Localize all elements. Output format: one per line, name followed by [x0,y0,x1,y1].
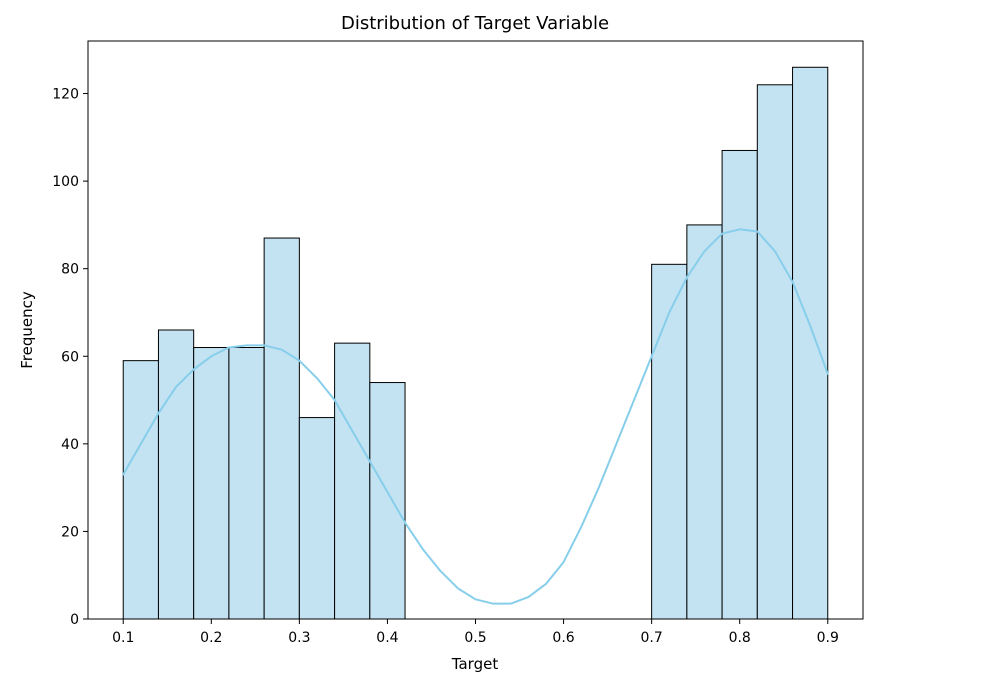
x-tick-label: 0.1 [112,630,134,646]
y-tick-label: 80 [61,262,79,278]
histogram-bar [157,329,195,620]
kde-curve-group [122,228,829,605]
y-tick-label: 60 [61,349,79,365]
histogram-bar [369,382,406,620]
y-axis: 0 20 40 60 80 100 120 [52,87,88,628]
y-tick-label: 40 [61,437,79,453]
x-tick-label: 0.7 [641,630,663,646]
histogram-bar [228,347,265,620]
y-axis-label: Frequency [18,291,36,369]
histogram-bar [686,224,723,620]
x-tick-label: 0.8 [729,630,751,646]
histogram-bar [792,66,829,620]
histogram-bar [721,149,758,620]
histogram-bar [334,342,371,620]
histogram-bar [193,347,230,620]
histogram-bar [122,360,159,620]
x-tick-label: 0.4 [376,630,398,646]
x-axis: 0.1 0.2 0.3 0.4 0.5 0.6 0.7 0.8 0.9 [112,619,839,646]
y-tick-label: 120 [52,87,79,103]
x-tick-label: 0.2 [200,630,222,646]
histogram-bar [263,237,300,620]
histogram-bar [298,417,336,620]
x-tick-label: 0.9 [817,630,839,646]
y-tick-label: 0 [70,612,79,628]
kde-curve [122,228,829,605]
x-axis-label: Target [451,655,499,673]
chart-title: Distribution of Target Variable [341,13,609,34]
x-tick-label: 0.5 [464,630,486,646]
histogram-bar [756,84,794,620]
histogram-bars [122,66,829,620]
x-tick-label: 0.6 [552,630,574,646]
y-tick-label: 20 [61,524,79,540]
y-tick-label: 100 [52,174,79,190]
x-tick-label: 0.3 [288,630,310,646]
histogram-bar [651,263,688,620]
